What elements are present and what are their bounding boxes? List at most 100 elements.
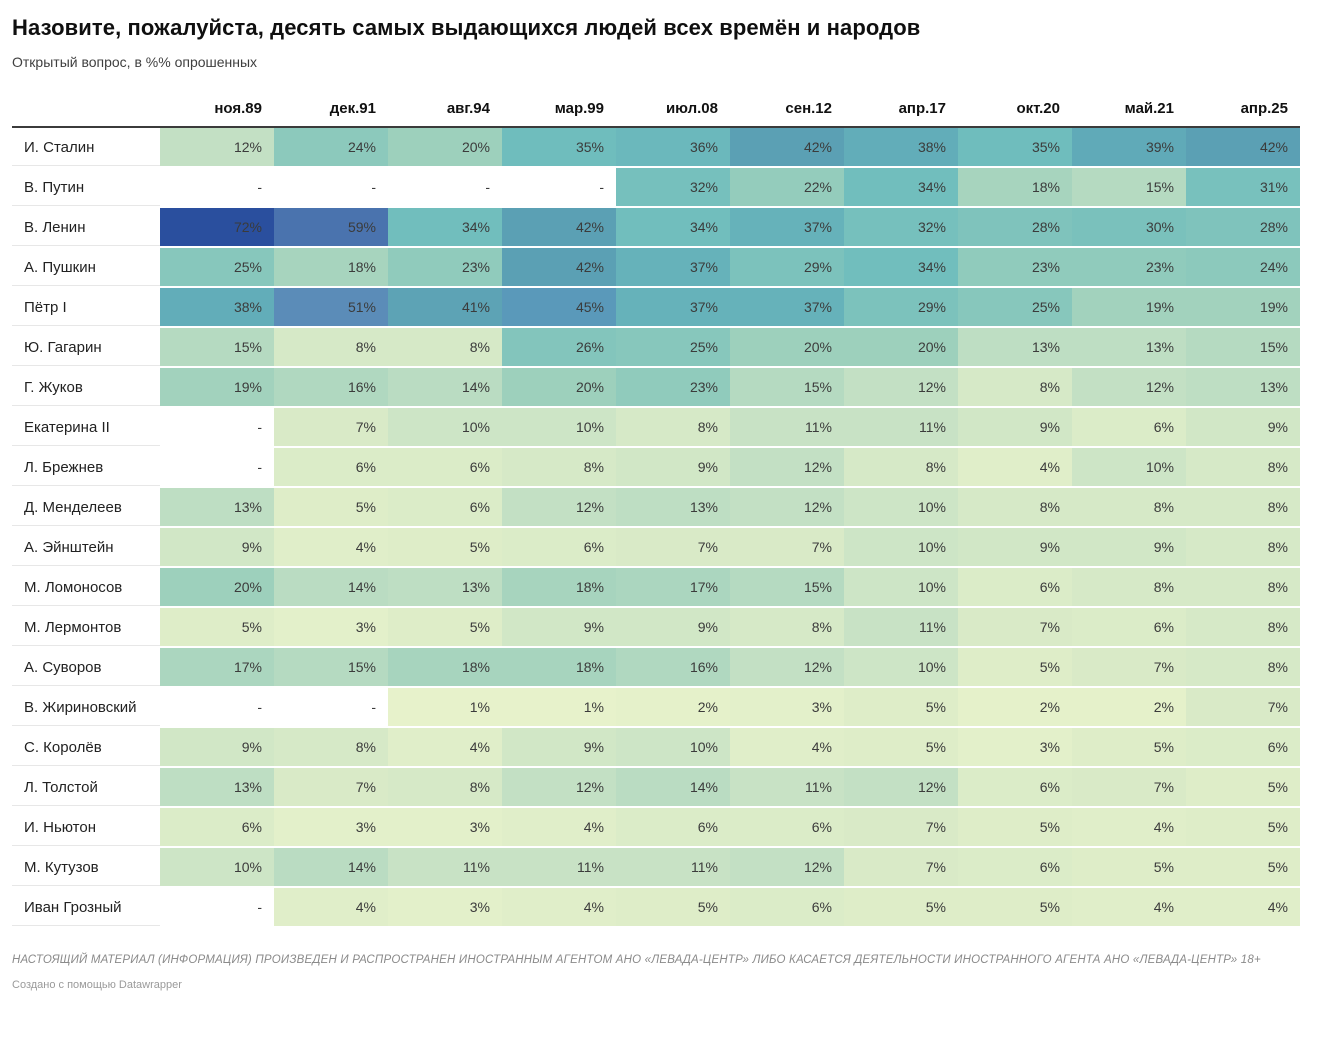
heatmap-header: ноя.89 дек.91 авг.94 мар.99 июл.08 сен.12 апр.… <box>12 92 1300 128</box>
heatmap-cell: 37% <box>730 208 844 248</box>
heatmap-cell: 11% <box>388 848 502 888</box>
heatmap-cell: 12% <box>160 128 274 168</box>
heatmap-cell: 8% <box>730 608 844 648</box>
heatmap-cell: 37% <box>730 288 844 328</box>
heatmap-cell: 22% <box>730 168 844 208</box>
table-row: Екатерина II -7% 10% 10% 8% 11% 11% 9% 6% 9% <box>12 408 1300 448</box>
heatmap-cell: 12% <box>844 768 958 808</box>
heatmap-cell: 5% <box>844 688 958 728</box>
heatmap-cell: 8% <box>388 768 502 808</box>
heatmap-cell: 5% <box>1186 848 1300 888</box>
heatmap-cell: 5% <box>388 608 502 648</box>
column-header-4: мар.99 <box>502 92 616 128</box>
heatmap-cell: 6% <box>958 768 1072 808</box>
heatmap-cell: 5% <box>1072 848 1186 888</box>
heatmap-cell: 11% <box>616 848 730 888</box>
heatmap-cell: 5% <box>844 888 958 928</box>
heatmap-cell: 8% <box>1186 608 1300 648</box>
heatmap-cell: 13% <box>958 328 1072 368</box>
heatmap-cell: 15% <box>730 368 844 408</box>
heatmap-cell: 18% <box>502 648 616 688</box>
heatmap-cell: 16% <box>274 368 388 408</box>
heatmap-cell: 4% <box>502 808 616 848</box>
heatmap-cell: 32% <box>616 168 730 208</box>
table-row: А. Суворов 17% 15% 18% 18% 16% 12% 10% 5% 7% 8% <box>12 648 1300 688</box>
heatmap-cell: 3% <box>730 688 844 728</box>
column-header-5: июл.08 <box>616 92 730 128</box>
heatmap-cell: 2% <box>1072 688 1186 728</box>
heatmap-cell: 9% <box>502 608 616 648</box>
heatmap-cell: 6% <box>730 808 844 848</box>
heatmap-cell: 8% <box>1186 528 1300 568</box>
heatmap-cell: - <box>274 168 388 208</box>
row-label: М. Кутузов <box>12 848 160 888</box>
heatmap-cell: 28% <box>958 208 1072 248</box>
heatmap-cell: 15% <box>1186 328 1300 368</box>
datawrapper-attribution[interactable]: Создано с помощью Datawrapper <box>12 978 182 991</box>
heatmap-cell: 12% <box>502 768 616 808</box>
heatmap-cell: 2% <box>616 688 730 728</box>
table-row: Г. Жуков 19% 16% 14% 20% 23% 15% 12% 8% 12% 13% <box>12 368 1300 408</box>
heatmap-cell: 8% <box>1186 448 1300 488</box>
heatmap-cell: 13% <box>1072 328 1186 368</box>
heatmap-cell: 11% <box>502 848 616 888</box>
heatmap-cell: 6% <box>616 808 730 848</box>
heatmap-cell: 30% <box>1072 208 1186 248</box>
heatmap-cell: 8% <box>274 328 388 368</box>
heatmap-cell: 4% <box>388 728 502 768</box>
heatmap-cell: 9% <box>1072 528 1186 568</box>
table-row: М. Кутузов 10% 14% 11% 11% 11% 12% 7% 6% 5% 5% <box>12 848 1300 888</box>
heatmap-cell: 8% <box>958 488 1072 528</box>
heatmap-cell: 5% <box>274 488 388 528</box>
heatmap-cell: 6% <box>388 448 502 488</box>
heatmap-cell: 9% <box>502 728 616 768</box>
heatmap-cell: 7% <box>1072 648 1186 688</box>
heatmap-cell: 9% <box>1186 408 1300 448</box>
heatmap-cell: 18% <box>502 568 616 608</box>
heatmap-cell: - <box>160 888 274 928</box>
heatmap-cell: 4% <box>1186 888 1300 928</box>
row-label: А. Эйнштейн <box>12 528 160 568</box>
heatmap-cell: 9% <box>616 448 730 488</box>
heatmap-cell: 36% <box>616 128 730 168</box>
row-label: Иван Грозный <box>12 888 160 928</box>
heatmap-cell: 42% <box>502 208 616 248</box>
row-label: В. Путин <box>12 168 160 208</box>
heatmap-cell: 10% <box>616 728 730 768</box>
heatmap-cell: 13% <box>616 488 730 528</box>
row-label: В. Жириновский <box>12 688 160 728</box>
heatmap-cell: 5% <box>958 808 1072 848</box>
heatmap-cell: 25% <box>958 288 1072 328</box>
foreign-agent-disclaimer: НАСТОЯЩИЙ МАТЕРИАЛ (ИНФОРМАЦИЯ) ПРОИЗВЕД… <box>12 954 1261 966</box>
heatmap-cell: 31% <box>1186 168 1300 208</box>
heatmap-cell: 15% <box>160 328 274 368</box>
heatmap-cell: 1% <box>502 688 616 728</box>
table-row: Л. Брежнев -6% 6% 8% 9% 12% 8% 4% 10% 8% <box>12 448 1300 488</box>
heatmap-cell: 3% <box>388 888 502 928</box>
heatmap-cell: 14% <box>388 368 502 408</box>
row-label: М. Лермонтов <box>12 608 160 648</box>
heatmap-cell: 11% <box>730 408 844 448</box>
heatmap-cell: 38% <box>160 288 274 328</box>
heatmap-cell: 42% <box>1186 128 1300 168</box>
column-header-9: май.21 <box>1072 92 1186 128</box>
heatmap-cell: 8% <box>1072 488 1186 528</box>
heatmap-cell: 11% <box>844 608 958 648</box>
heatmap-cell: 10% <box>1072 448 1186 488</box>
column-header-6: сен.12 <box>730 92 844 128</box>
heatmap-cell: 14% <box>274 848 388 888</box>
table-row: В. Путин - - - -32% 22% 34% 18% 15% 31% <box>12 168 1300 208</box>
row-label: Г. Жуков <box>12 368 160 408</box>
heatmap-cell: 34% <box>388 208 502 248</box>
row-label: Д. Менделеев <box>12 488 160 528</box>
heatmap-cell: 7% <box>274 408 388 448</box>
row-label: В. Ленин <box>12 208 160 248</box>
heatmap-cell: 10% <box>160 848 274 888</box>
heatmap-cell: 26% <box>502 328 616 368</box>
heatmap-cell: 38% <box>844 128 958 168</box>
heatmap-cell: 18% <box>958 168 1072 208</box>
heatmap-cell: - <box>502 168 616 208</box>
row-label: А. Суворов <box>12 648 160 688</box>
heatmap-cell: 41% <box>388 288 502 328</box>
heatmap-cell: 5% <box>958 888 1072 928</box>
